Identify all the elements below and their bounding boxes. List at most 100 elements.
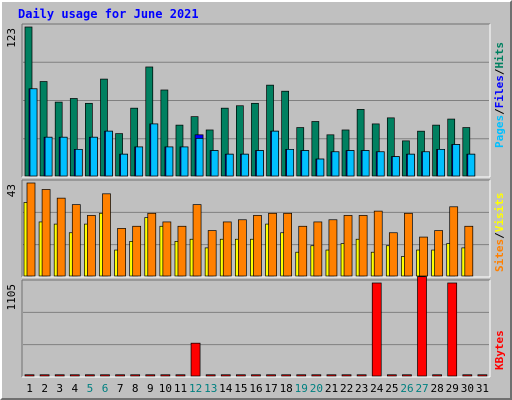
bar-hits-hits-day-25 <box>386 117 395 177</box>
bar-hits-pages-day-20 <box>316 158 325 177</box>
bar-hits-pages-day-27 <box>422 151 430 177</box>
bar-hits-pages-day-4 <box>74 148 83 177</box>
x-tick-label-day-27: 27 <box>415 382 428 395</box>
bar-visits-sites-day-13 <box>207 230 217 277</box>
x-tick-label-day-22: 22 <box>340 382 353 395</box>
legend-item-kbytes-0: KBytes <box>493 330 506 370</box>
x-tick-label-day-9: 9 <box>147 382 154 395</box>
x-tick-label-day-19: 19 <box>295 382 308 395</box>
bar-hits-hits-day-15 <box>236 105 244 177</box>
bar-visits-sites-day-8 <box>132 225 142 277</box>
bar-visits-sites-day-6 <box>102 193 111 277</box>
legend-item-hits-3: / <box>493 68 506 75</box>
bar-hits-pages-day-15 <box>241 153 249 177</box>
bar-kbytes-kbytes-day-5 <box>85 374 95 377</box>
bar-hits-hits-day-10 <box>160 89 169 177</box>
legend-kbytes: KBytes <box>493 330 506 370</box>
x-tick-label-day-12: 12 <box>189 382 202 395</box>
bar-kbytes-kbytes-day-10 <box>160 374 171 377</box>
bar-kbytes-kbytes-day-4 <box>69 374 80 377</box>
bar-kbytes-kbytes-day-14 <box>220 374 231 377</box>
x-tick-label-day-2: 2 <box>41 382 48 395</box>
x-tick-label-day-11: 11 <box>174 382 187 395</box>
bar-visits-sites-day-30 <box>464 225 474 277</box>
bar-hits-pages-day-3 <box>59 136 68 177</box>
bar-hits-hits-day-4 <box>69 98 78 177</box>
bar-hits-pages-day-13 <box>210 150 219 177</box>
x-tick-label-day-14: 14 <box>219 382 233 395</box>
x-tick-label-day-24: 24 <box>370 382 384 395</box>
bar-visits-sites-day-29 <box>449 206 459 277</box>
bar-visits-sites-day-11 <box>177 225 187 277</box>
bar-hits-pages-day-22 <box>346 150 355 177</box>
legend-item-visits-2: Visits <box>493 193 506 233</box>
bar-kbytes-kbytes-day-6 <box>100 374 110 377</box>
bar-visits-sites-day-3 <box>56 197 66 277</box>
x-tick-label-day-21: 21 <box>325 382 338 395</box>
plot-area-kbytes <box>22 280 490 377</box>
legend-hits: Pages/Files/Hits <box>493 42 506 148</box>
bar-hits-hits-day-9 <box>145 66 154 177</box>
bar-hits-hits-day-6 <box>100 78 108 177</box>
x-tick-label-day-28: 28 <box>431 382 444 395</box>
bar-hits-hits-day-8 <box>130 107 139 177</box>
bar-hits-hits-day-2 <box>39 81 48 177</box>
bar-kbytes-kbytes-day-30 <box>462 374 473 377</box>
bar-hits-pages-day-10 <box>165 146 174 177</box>
x-tick-label-day-25: 25 <box>385 382 398 395</box>
bar-kbytes-kbytes-day-19 <box>296 374 307 377</box>
bar-kbytes-kbytes-day-28 <box>432 374 442 377</box>
bar-hits-pages-day-6 <box>105 130 113 177</box>
x-tick-label-day-30: 30 <box>461 382 474 395</box>
bar-visits-sites-day-20 <box>313 221 323 277</box>
bar-kbytes-kbytes-day-18 <box>281 374 291 377</box>
x-tick-label-day-26: 26 <box>400 382 413 395</box>
legend-item-hits-4: Hits <box>493 42 506 69</box>
bar-kbytes-kbytes-day-1 <box>24 374 35 377</box>
ymax-label-hits: 123 <box>5 28 18 48</box>
x-tick-label-day-18: 18 <box>280 382 293 395</box>
bar-visits-sites-day-5 <box>87 215 96 277</box>
bar-kbytes-kbytes-day-31 <box>477 374 488 377</box>
bar-visits-sites-day-23 <box>358 215 368 277</box>
bar-kbytes-kbytes-day-22 <box>341 374 352 377</box>
x-tick-label-day-10: 10 <box>159 382 172 395</box>
bar-hits-pages-day-2 <box>44 136 53 177</box>
x-tick-label-day-20: 20 <box>310 382 323 395</box>
bar-visits-sites-day-4 <box>71 204 81 277</box>
x-tick-label-day-6: 6 <box>102 382 109 395</box>
bar-kbytes-kbytes-day-21 <box>326 374 337 377</box>
bar-kbytes-kbytes-day-11 <box>175 374 186 377</box>
bar-hits-hits-day-23 <box>356 109 365 177</box>
bar-visits-sites-day-1 <box>26 182 36 277</box>
bar-kbytes-kbytes-day-27 <box>417 276 427 377</box>
bar-visits-sites-day-14 <box>222 221 232 277</box>
ymax-label-visits: 43 <box>5 184 18 197</box>
bar-visits-sites-day-19 <box>298 225 308 277</box>
x-tick-label-day-1: 1 <box>26 382 33 395</box>
bar-visits-sites-day-7 <box>117 228 126 277</box>
chart-title: Daily usage for June 2021 <box>18 7 199 21</box>
bar-hits-pages-day-24 <box>376 151 385 177</box>
bar-kbytes-kbytes-day-8 <box>130 374 141 377</box>
bar-hits-hits-day-16 <box>251 102 259 177</box>
bar-kbytes-kbytes-day-25 <box>386 374 397 377</box>
bar-visits-sites-day-9 <box>147 212 157 277</box>
legend-item-hits-0: Pages <box>493 115 506 148</box>
bar-kbytes-kbytes-day-29 <box>447 282 458 377</box>
x-tick-label-day-5: 5 <box>87 382 94 395</box>
bar-kbytes-kbytes-day-2 <box>39 374 50 377</box>
bar-visits-sites-day-22 <box>343 215 353 277</box>
bar-hits-hits-day-20 <box>311 121 320 177</box>
bar-hits-pages-day-7 <box>120 153 128 177</box>
x-tick-label-day-8: 8 <box>132 382 139 395</box>
bar-visits-sites-day-10 <box>162 221 172 277</box>
legend-item-visits-0: Sites <box>493 239 506 272</box>
x-tick-label-day-16: 16 <box>249 382 262 395</box>
bar-hits-pages-day-11 <box>180 146 189 177</box>
x-tick-label-day-3: 3 <box>56 382 63 395</box>
bar-hits-pages-day-30 <box>467 153 476 177</box>
bar-hits-hits-day-18 <box>281 90 289 177</box>
bar-hits-hits-day-14 <box>220 107 229 177</box>
